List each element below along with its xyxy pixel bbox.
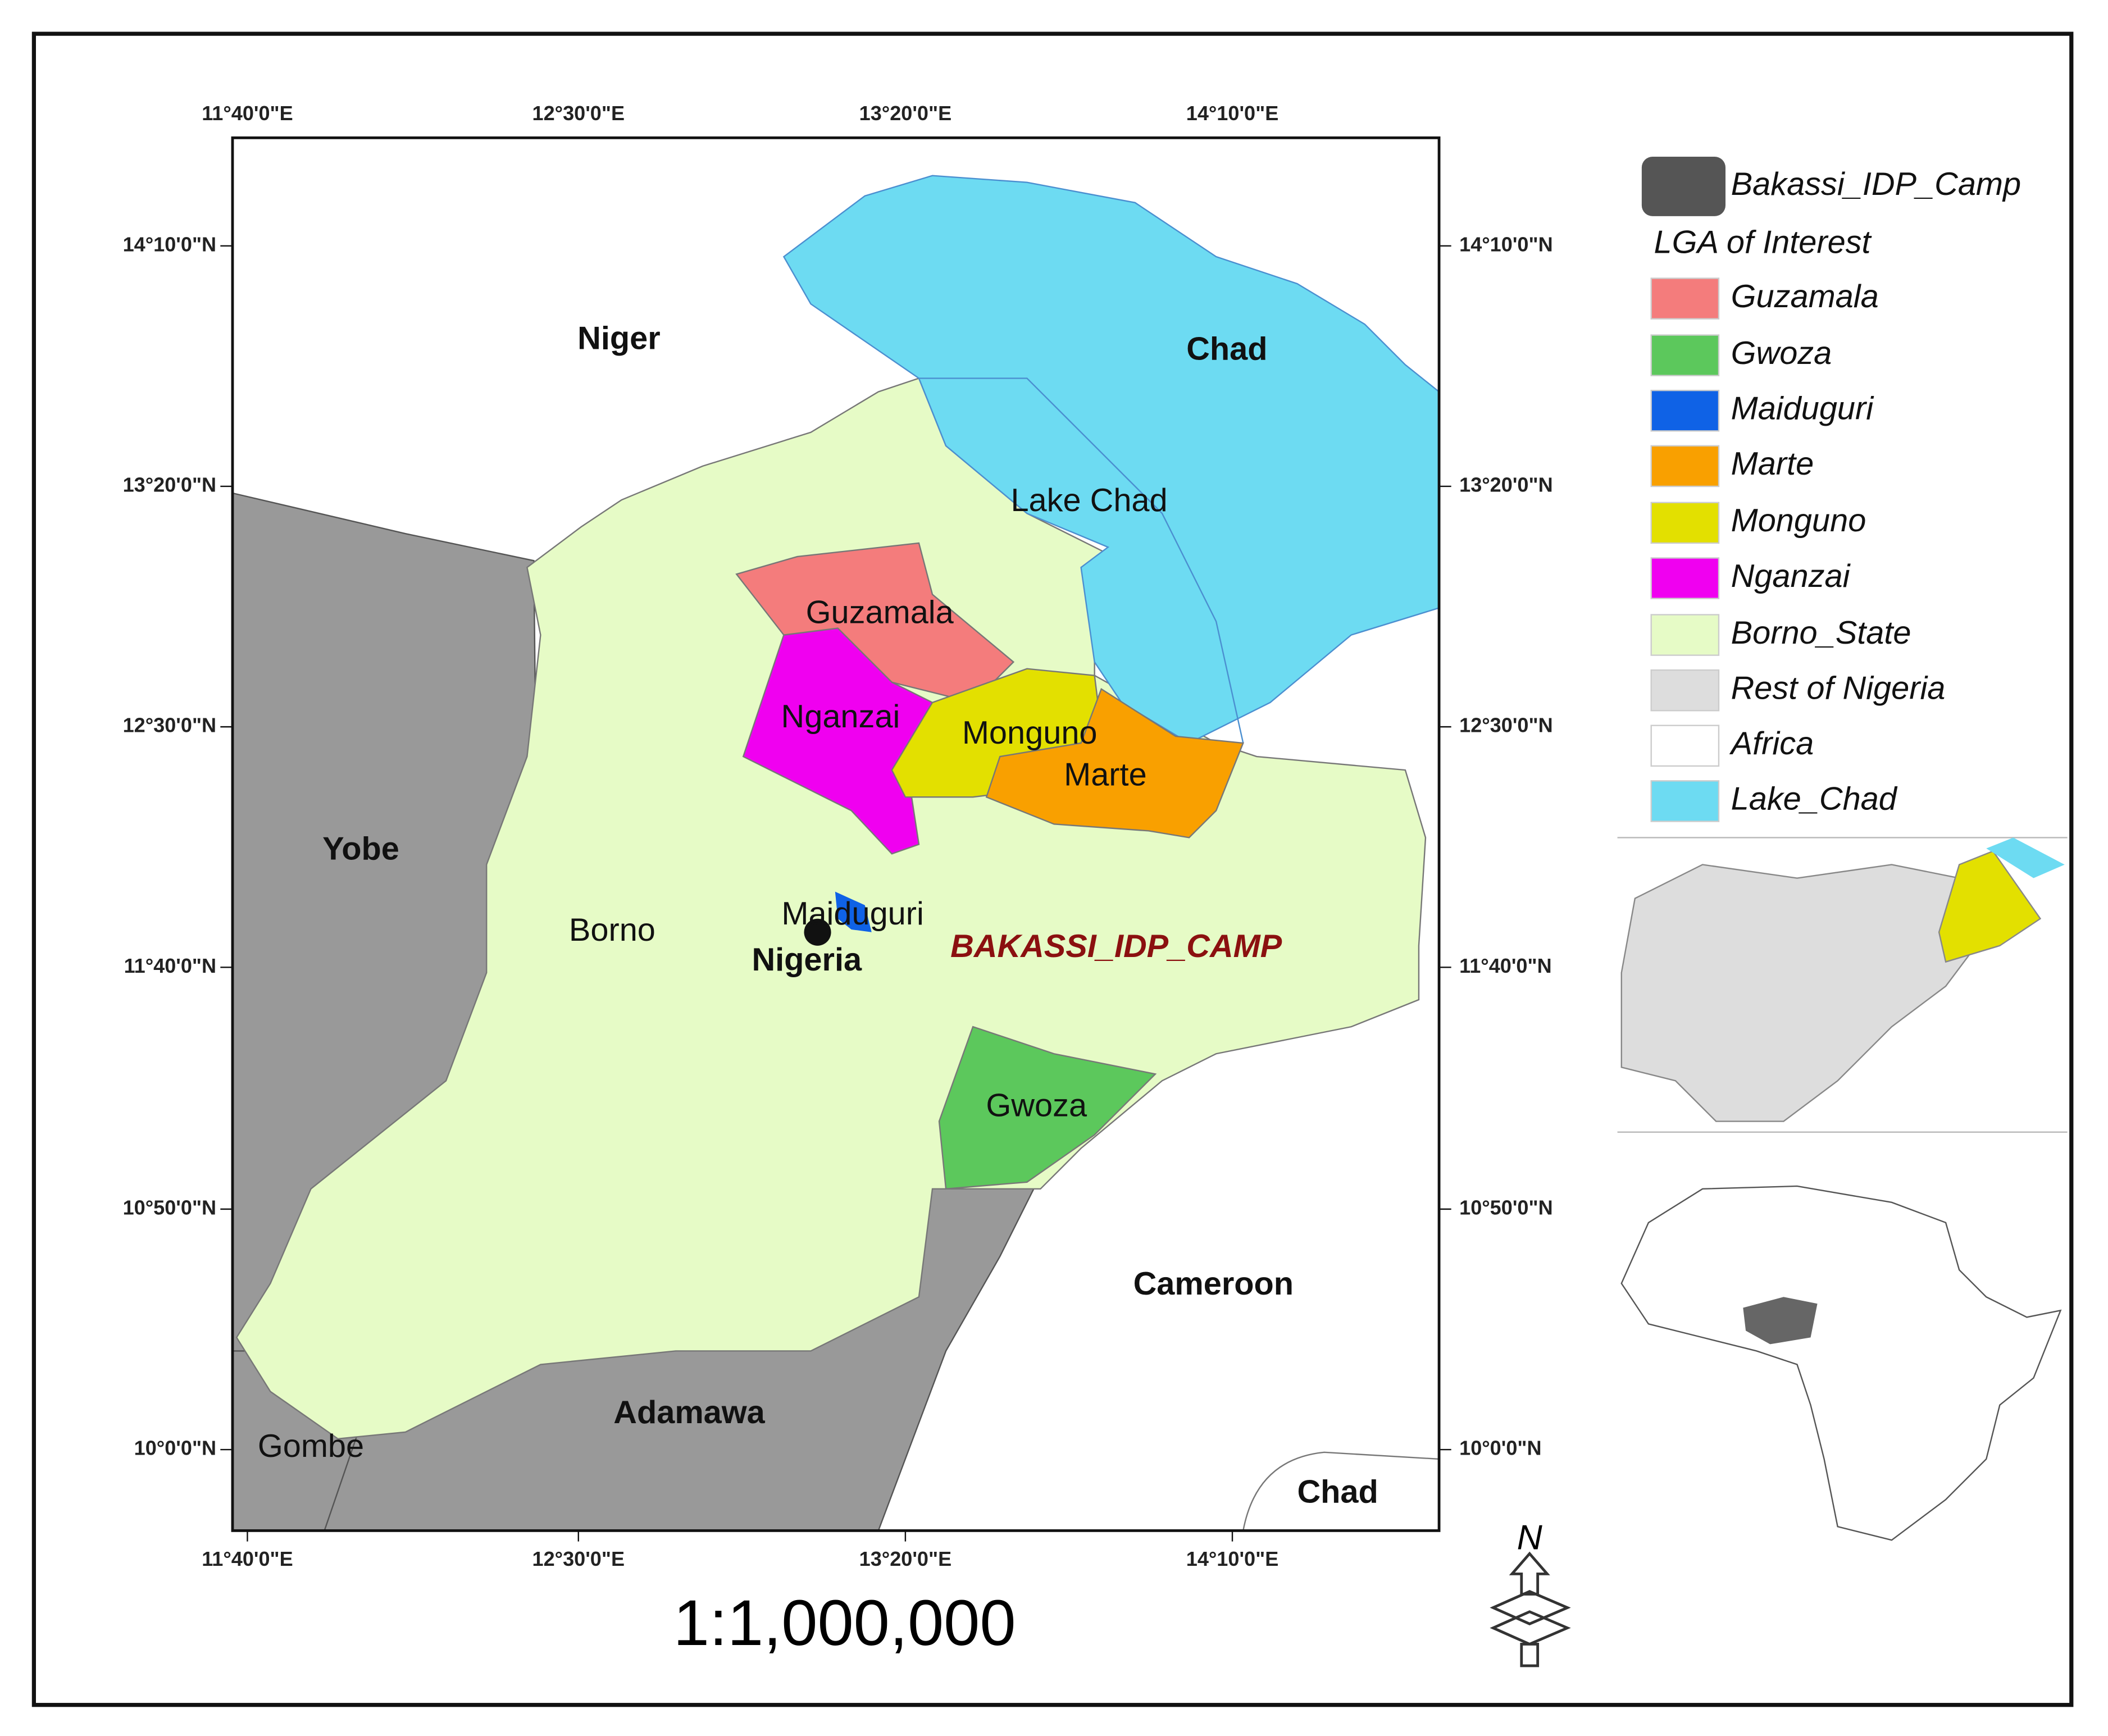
map-frame [231, 136, 1441, 1532]
north-label: N [1517, 1518, 1543, 1557]
legend-label: Marte [1731, 446, 1814, 482]
legend-label: Guzamala [1731, 279, 1879, 315]
place-label: Yobe [322, 831, 399, 867]
legend-swatch [1650, 780, 1720, 822]
legend-label: Gwoza [1731, 335, 1832, 371]
place-label: Chad [1297, 1474, 1378, 1510]
lon-label: 14°10'0"E [1186, 102, 1279, 125]
lat-label: 10°50'0"N [1459, 1196, 1553, 1219]
legend-label: Borno_State [1731, 615, 1911, 651]
place-label: Chad [1186, 331, 1267, 367]
lake-chad [782, 175, 1440, 744]
legend-swatch [1650, 725, 1720, 767]
legend-swatch [1650, 614, 1720, 656]
legend-label: Nganzai [1731, 558, 1851, 594]
legend-swatch [1650, 557, 1720, 599]
lat-label: 12°30'0"N [1459, 714, 1553, 737]
lat-label: 14°10'0"N [123, 233, 217, 256]
lon-label: 11°40'0"E [202, 1547, 293, 1570]
place-label: Cameroon [1133, 1266, 1294, 1302]
lat-label: 11°40'0"N [124, 954, 217, 977]
place-label: BAKASSI_IDP_CAMP [950, 928, 1282, 964]
legend-label: Bakassi_IDP_Camp [1731, 166, 2021, 202]
nigeria-shape [1620, 864, 1987, 1122]
legend-swatch [1650, 669, 1720, 712]
nigeria-africa [1743, 1297, 1818, 1345]
africa-inset [1620, 1185, 2062, 1541]
place-label: Adamawa [613, 1395, 765, 1430]
camp-point [804, 918, 831, 946]
lat-label: 10°0'0"N [134, 1437, 216, 1460]
lon-label: 11°40'0"E [202, 102, 293, 125]
legend-label: Africa [1729, 726, 1814, 762]
lat-label: 10°50'0"N [123, 1196, 217, 1219]
legend-swatch [1650, 334, 1720, 376]
place-label: Nganzai [781, 699, 900, 735]
lake-inset [1986, 837, 2065, 878]
africa-outline [1620, 1185, 2062, 1541]
gwoza [938, 1026, 1157, 1190]
legend-label: Monguno [1731, 503, 1866, 539]
lon-label: 13°20'0"E [859, 102, 952, 125]
legend-swatch [1650, 502, 1720, 544]
place-label: Gwoza [986, 1088, 1087, 1124]
legend-swatch [1650, 445, 1720, 487]
legend-swatch [1641, 157, 1726, 216]
lat-label: 11°40'0"N [1459, 954, 1552, 977]
lon-label: 12°30'0"E [532, 1547, 625, 1570]
place-label: Gombe [258, 1428, 364, 1464]
place-label: Niger [577, 320, 661, 356]
legend-heading: LGA of Interest [1654, 225, 1873, 261]
scale-text: 1:1,000,000 [673, 1587, 1016, 1659]
legend-label: Rest of Nigeria [1731, 670, 1946, 706]
legend-label: Maiduguri [1731, 391, 1875, 427]
main-map [231, 136, 1441, 1532]
place-label: Marte [1064, 757, 1147, 792]
lon-label: 13°20'0"E [859, 1547, 952, 1570]
north-arrow [1490, 1551, 1571, 1667]
border-line [1242, 1451, 1440, 1532]
lat-label: 10°0'0"N [1459, 1437, 1541, 1460]
lat-label: 14°10'0"N [1459, 233, 1553, 256]
lon-label: 12°30'0"E [532, 102, 625, 125]
place-label: Borno [569, 912, 655, 948]
lat-label: 13°20'0"N [123, 473, 217, 496]
place-label: Guzamala [806, 595, 954, 631]
place-label: Lake Chad [1010, 482, 1167, 518]
marte [985, 687, 1244, 839]
legend-swatch [1650, 389, 1720, 432]
legend-label: Lake_Chad [1731, 781, 1898, 817]
nganzai [742, 627, 934, 855]
lon-label: 14°10'0"E [1186, 1547, 1279, 1570]
legend-swatch [1650, 277, 1720, 320]
nigeria-inset [1617, 837, 2068, 1133]
place-label: Nigeria [752, 942, 862, 978]
lat-label: 12°30'0"N [123, 714, 217, 737]
border-line [918, 377, 1244, 744]
maiduguri [835, 891, 872, 932]
place-label: Monguno [962, 715, 1098, 751]
place-label: Maiduguri [781, 896, 923, 932]
lat-label: 13°20'0"N [1459, 473, 1553, 496]
